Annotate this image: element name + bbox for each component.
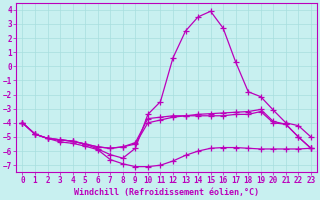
X-axis label: Windchill (Refroidissement éolien,°C): Windchill (Refroidissement éolien,°C) [74, 188, 259, 197]
